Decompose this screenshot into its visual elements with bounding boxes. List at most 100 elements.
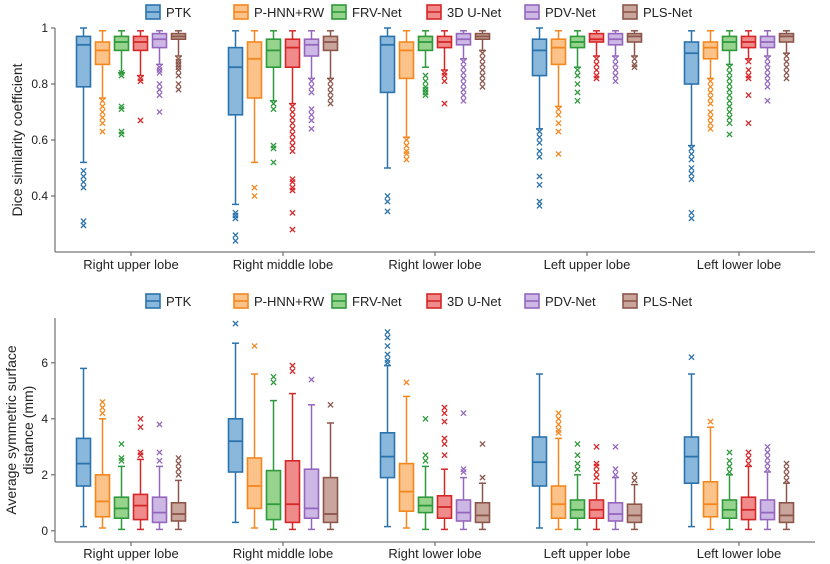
outlier-marker xyxy=(574,66,581,74)
box-iqr xyxy=(303,468,320,520)
legend-label: P-HNN+RW xyxy=(254,294,325,309)
category-label: Right middle lobe xyxy=(233,546,333,561)
outlier-marker xyxy=(156,92,163,99)
box-3d-u-net xyxy=(740,30,757,127)
box-frv-net xyxy=(721,30,738,138)
outlier-marker xyxy=(137,117,144,124)
outlier-marker xyxy=(289,226,296,233)
outlier-marker xyxy=(175,80,182,88)
box-iqr xyxy=(702,480,719,518)
outlier-marker xyxy=(726,108,733,116)
outlier-marker xyxy=(783,477,790,484)
box-ptk xyxy=(227,30,244,244)
box-iqr xyxy=(75,437,92,487)
outlier-marker xyxy=(80,178,87,186)
outlier-marker xyxy=(403,150,410,158)
outlier-marker xyxy=(118,440,125,448)
outlier-marker xyxy=(479,440,486,448)
outlier-marker xyxy=(270,145,277,152)
outlier-marker xyxy=(574,466,581,473)
box-frv-net xyxy=(721,449,738,531)
outlier-marker xyxy=(308,89,315,96)
box-iqr xyxy=(227,417,244,473)
outlier-marker xyxy=(460,97,467,104)
legend-item: PTK xyxy=(145,4,192,20)
outlier-marker xyxy=(327,89,334,96)
outlier-marker xyxy=(80,222,87,229)
outlier-marker xyxy=(688,170,695,177)
outlier-marker xyxy=(327,78,334,85)
outlier-marker xyxy=(593,61,600,68)
box-iqr xyxy=(778,32,795,43)
outlier-marker xyxy=(289,187,296,194)
box-pls-net xyxy=(778,30,795,82)
outlier-marker xyxy=(460,75,467,82)
outlier-marker xyxy=(384,342,391,350)
outlier-marker xyxy=(612,78,619,85)
outlier-marker xyxy=(726,449,733,456)
outlier-marker xyxy=(574,89,581,96)
outlier-marker xyxy=(707,94,714,102)
box-p-hnn-rw xyxy=(398,30,415,163)
outlier-marker xyxy=(460,86,467,93)
outlier-marker xyxy=(441,410,448,417)
outlier-marker xyxy=(745,58,752,65)
box-ptk xyxy=(379,27,396,215)
outlier-marker xyxy=(688,145,695,152)
y-tick-label: 0 xyxy=(41,524,48,538)
box-pls-net xyxy=(626,471,643,531)
outlier-marker xyxy=(764,66,771,74)
outlier-marker xyxy=(688,215,695,222)
outlier-marker xyxy=(555,421,562,428)
category-label: Right lower lobe xyxy=(388,546,481,561)
box-iqr xyxy=(398,41,415,80)
outlier-marker xyxy=(764,83,771,90)
outlier-marker xyxy=(270,373,277,380)
y-tick-label: 2 xyxy=(41,468,48,482)
outlier-marker xyxy=(479,66,486,74)
outlier-marker xyxy=(479,55,486,62)
category-label: Right upper lobe xyxy=(83,546,178,561)
outlier-marker xyxy=(726,114,733,121)
box-iqr xyxy=(550,38,567,66)
box-pdv-net xyxy=(607,443,624,531)
box-iqr xyxy=(455,499,472,522)
outlier-marker xyxy=(156,421,163,428)
outlier-marker xyxy=(251,184,258,191)
outlier-marker xyxy=(783,69,790,76)
outlier-marker xyxy=(688,150,695,158)
legend-item: P-HNN+RW xyxy=(233,4,325,20)
box-frv-net xyxy=(417,415,434,531)
box-pls-net xyxy=(778,460,795,531)
outlier-marker xyxy=(460,92,467,99)
outlier-marker xyxy=(536,202,543,209)
outlier-marker xyxy=(593,474,600,481)
outlier-marker xyxy=(726,69,733,76)
outlier-marker xyxy=(593,75,600,82)
outlier-marker xyxy=(593,55,600,62)
outlier-marker xyxy=(403,156,410,163)
outlier-marker xyxy=(612,466,619,473)
outlier-marker xyxy=(612,61,619,68)
outlier-marker xyxy=(783,58,790,65)
legend-label: P-HNN+RW xyxy=(254,5,325,20)
outlier-marker xyxy=(99,404,106,411)
chart-panel-1: 0.4 0.6 0.8 1 Dice similarity coefficient Rig… xyxy=(9,4,815,272)
outlier-marker xyxy=(688,176,695,183)
outlier-marker xyxy=(384,198,391,205)
outlier-marker xyxy=(745,120,752,127)
outlier-marker xyxy=(460,468,467,476)
box-p-hnn-rw xyxy=(550,30,567,158)
outlier-marker xyxy=(175,454,182,462)
outlier-marker xyxy=(270,100,277,107)
outlier-marker xyxy=(726,64,733,71)
outlier-marker xyxy=(441,72,448,79)
box-frv-net xyxy=(569,440,586,531)
outlier-marker xyxy=(460,80,467,88)
outlier-marker xyxy=(536,134,543,141)
outlier-marker xyxy=(612,72,619,79)
outlier-marker xyxy=(764,61,771,68)
outlier-marker xyxy=(783,64,790,71)
outlier-marker xyxy=(327,401,334,408)
legend-label: PLS-Net xyxy=(643,294,693,309)
